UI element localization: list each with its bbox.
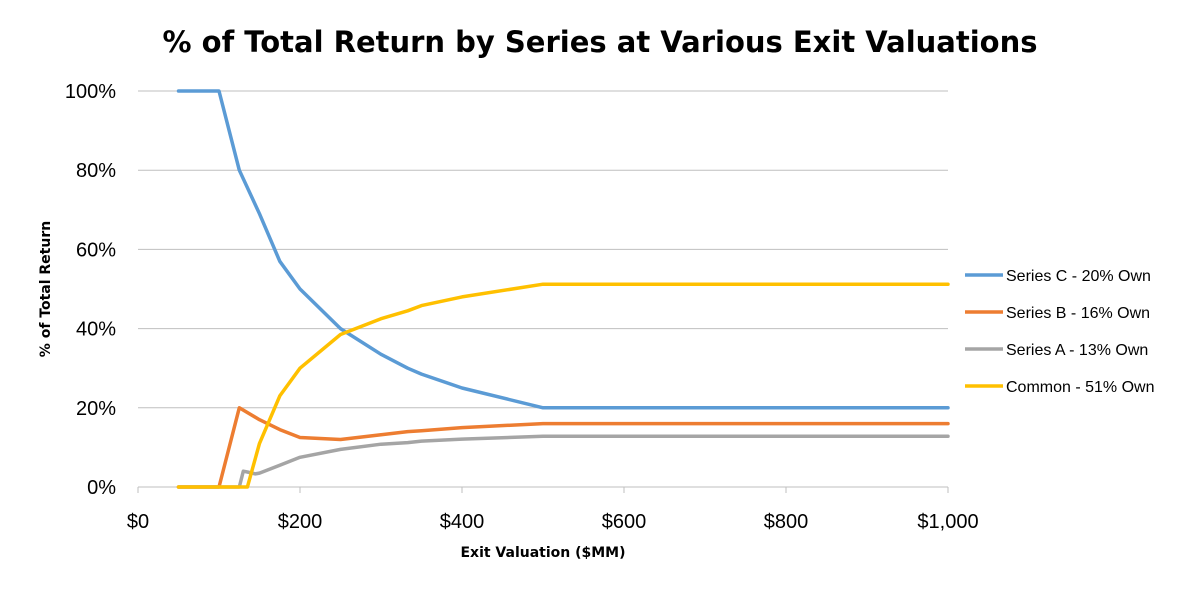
legend: Series C - 20% Own Series B - 16% Own Seri…: [965, 268, 1155, 396]
chart-title: % of Total Return by Series at Various E…: [163, 25, 1038, 59]
y-axis-title: % of Total Return: [38, 221, 54, 357]
y-axis-ticks: 0% 20% 40% 60% 80% 100%: [65, 81, 116, 499]
y-tick-label: 20%: [76, 398, 116, 420]
x-tick-label: $1,000: [917, 511, 978, 533]
x-tick-label: $0: [127, 511, 149, 533]
x-tick-label: $200: [278, 511, 323, 533]
gridlines: [138, 90, 948, 409]
x-tick-label: $400: [440, 511, 485, 533]
legend-label: Series C - 20% Own: [1006, 268, 1151, 285]
series-line-2: [176, 434, 950, 489]
series-line-1: [176, 406, 950, 489]
series-line-3: [176, 282, 950, 489]
x-axis-ticks: $0 $200 $400 $600 $800 $1,000: [127, 487, 979, 533]
x-tick-label: $600: [602, 511, 647, 533]
series-lines: [176, 89, 950, 489]
y-tick-label: 40%: [76, 319, 116, 341]
legend-label: Series B - 16% Own: [1006, 305, 1150, 322]
x-axis-title: Exit Valuation ($MM): [460, 545, 625, 561]
y-tick-label: 60%: [76, 239, 116, 261]
y-tick-label: 100%: [65, 81, 116, 103]
series-line-0: [176, 89, 950, 410]
legend-label: Common - 51% Own: [1006, 379, 1155, 396]
legend-label: Series A - 13% Own: [1006, 342, 1148, 359]
y-tick-label: 0%: [87, 477, 116, 499]
x-tick-label: $800: [764, 511, 809, 533]
y-tick-label: 80%: [76, 160, 116, 182]
